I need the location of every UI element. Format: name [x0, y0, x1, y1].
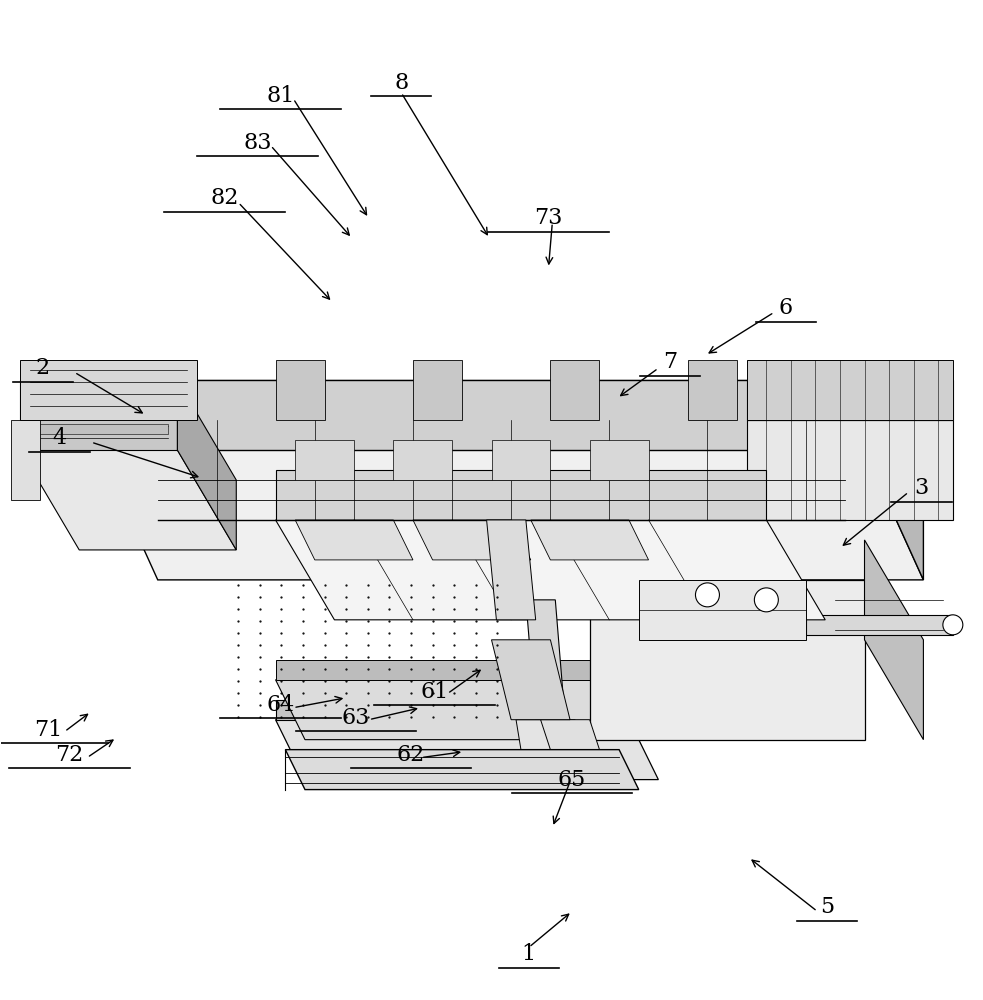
Polygon shape: [747, 380, 953, 420]
Polygon shape: [806, 615, 953, 635]
Circle shape: [943, 615, 962, 635]
Text: 2: 2: [35, 357, 50, 379]
Polygon shape: [864, 380, 923, 580]
Text: 65: 65: [558, 769, 586, 791]
Polygon shape: [516, 720, 580, 750]
Polygon shape: [747, 420, 953, 520]
Text: 73: 73: [534, 207, 562, 229]
Polygon shape: [688, 360, 737, 420]
Polygon shape: [492, 440, 550, 480]
Polygon shape: [21, 360, 197, 420]
Text: 82: 82: [210, 187, 239, 209]
Polygon shape: [275, 660, 629, 680]
Text: 64: 64: [266, 694, 295, 716]
Circle shape: [695, 583, 720, 607]
Polygon shape: [80, 420, 903, 520]
Polygon shape: [21, 450, 236, 550]
Text: 63: 63: [342, 707, 371, 729]
Text: 61: 61: [421, 681, 448, 703]
Circle shape: [754, 588, 779, 612]
Polygon shape: [275, 520, 826, 620]
Polygon shape: [99, 450, 923, 580]
Text: 5: 5: [820, 896, 835, 918]
Polygon shape: [295, 440, 354, 480]
Polygon shape: [21, 380, 177, 450]
Polygon shape: [639, 580, 806, 640]
Polygon shape: [177, 380, 236, 550]
Polygon shape: [275, 720, 659, 780]
Text: 83: 83: [244, 132, 272, 154]
Polygon shape: [590, 580, 864, 740]
Polygon shape: [413, 520, 531, 560]
Polygon shape: [80, 380, 903, 420]
Polygon shape: [531, 520, 649, 560]
Polygon shape: [864, 540, 923, 740]
Polygon shape: [275, 470, 767, 520]
Polygon shape: [275, 700, 629, 720]
Text: 8: 8: [394, 72, 408, 94]
Polygon shape: [541, 720, 609, 780]
Polygon shape: [393, 440, 452, 480]
Text: 72: 72: [55, 744, 84, 766]
Polygon shape: [285, 750, 639, 790]
Polygon shape: [99, 380, 864, 450]
Polygon shape: [492, 640, 570, 720]
Text: 4: 4: [52, 427, 67, 449]
Polygon shape: [526, 600, 565, 720]
Polygon shape: [275, 680, 659, 740]
Text: 71: 71: [33, 719, 62, 741]
Polygon shape: [413, 360, 462, 420]
Polygon shape: [275, 360, 324, 420]
Text: 3: 3: [914, 477, 929, 499]
Polygon shape: [590, 440, 649, 480]
Polygon shape: [550, 360, 600, 420]
Text: 81: 81: [266, 85, 295, 107]
Polygon shape: [487, 520, 536, 620]
Polygon shape: [747, 360, 953, 420]
Text: 62: 62: [397, 744, 425, 766]
Polygon shape: [295, 520, 413, 560]
Polygon shape: [30, 424, 167, 434]
Polygon shape: [30, 390, 167, 400]
Polygon shape: [30, 407, 167, 417]
Text: 6: 6: [779, 297, 793, 319]
Text: 7: 7: [664, 351, 677, 373]
Text: 1: 1: [522, 943, 536, 965]
Polygon shape: [11, 420, 40, 500]
